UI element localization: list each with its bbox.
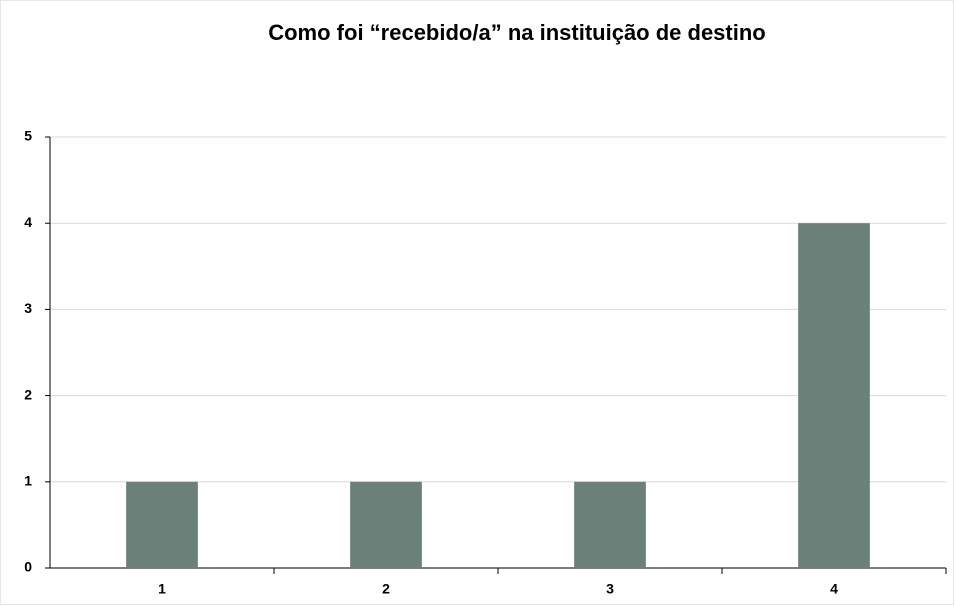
bar — [126, 481, 198, 568]
y-tick-label: 5 — [24, 128, 32, 144]
x-tick-label: 1 — [158, 581, 166, 597]
y-tick-label: 2 — [24, 386, 32, 402]
y-tick-label: 4 — [24, 214, 32, 230]
bar — [574, 481, 646, 568]
y-tick-label: 1 — [24, 473, 32, 489]
chart-title: Como foi “recebido/a” na instituição de … — [268, 20, 766, 45]
x-tick-label: 4 — [830, 581, 838, 597]
bar — [798, 223, 870, 568]
y-tick-label: 3 — [24, 300, 32, 316]
x-tick-label: 2 — [382, 581, 390, 597]
y-tick-label: 0 — [24, 559, 32, 575]
x-tick-label: 3 — [606, 581, 614, 597]
bar — [350, 481, 422, 568]
